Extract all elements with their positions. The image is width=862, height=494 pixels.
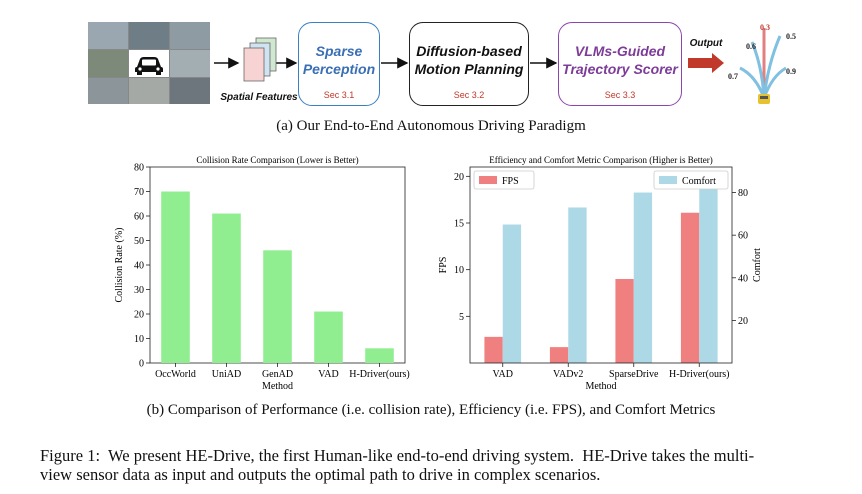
chart1-title: Collision Rate Comparison (Lower is Bett… <box>196 155 358 165</box>
chart2-fps-bar-0 <box>484 336 503 363</box>
chart1-ytick-label-6: 60 <box>134 212 144 223</box>
trajectory-fan-icon <box>739 28 787 104</box>
chart2-legend-fps-label: FPS <box>502 176 519 187</box>
score-right-lower: 0.9 <box>786 67 796 76</box>
trajectory-scorer-section: Sec 3.3 <box>604 90 636 100</box>
efficiency-comfort-chart: Efficiency and Comfort Metric Comparison… <box>438 155 763 392</box>
chart2-legend-comfort-box <box>653 170 729 190</box>
sparse-perception-line2: Perception <box>302 61 376 77</box>
chart1-ytick-label-3: 30 <box>134 285 144 296</box>
feature-stack-icon <box>243 37 277 82</box>
chart1-xtick-label-3: VAD <box>318 369 338 380</box>
chart1-bar-1 <box>212 213 241 363</box>
chart2-comfort-bar-1 <box>568 207 587 363</box>
collision-rate-chart: Collision Rate Comparison (Lower is Bett… <box>114 155 410 392</box>
chart2-comfort-bar-2 <box>633 192 653 363</box>
chart2-ytick-right-label-3: 80 <box>738 188 748 199</box>
motion-planning-line1: Diffusion-based <box>416 43 522 59</box>
chart2-xtick-label-3: H-Driver(ours) <box>669 369 730 380</box>
output-arrow-icon <box>688 53 724 73</box>
sparse-perception-line1: Sparse <box>315 43 363 59</box>
sparse-perception-section: Sec 3.1 <box>323 90 355 100</box>
chart2-ytick-right-label-1: 40 <box>738 273 748 284</box>
score-center: 0.3 <box>760 23 770 32</box>
chart2-ytick-left-label-0: 5 <box>459 312 464 323</box>
chart1-ylabel: Collision Rate (%) <box>114 228 125 303</box>
chart1-ytick-label-8: 80 <box>134 163 144 174</box>
chart2-legend-comfort-label: Comfort <box>682 176 716 187</box>
chart1-xtick-label-1: UniAD <box>212 369 241 380</box>
camera-views-image <box>88 22 210 104</box>
caption-a: (a) Our End-to-End Autonomous Driving Pa… <box>276 118 586 134</box>
chart2-legend-fps-swatch <box>479 176 497 184</box>
chart2-comfort-bar-3 <box>699 181 718 363</box>
motion-planning-box: Diffusion-based Motion Planning Sec 3.2 <box>409 22 529 106</box>
chart2-ytick-left-label-1: 10 <box>454 265 464 276</box>
chart2-ytick-right-label-0: 20 <box>738 316 748 327</box>
chart1-ytick-label-7: 70 <box>134 187 144 198</box>
chart2-legend-fps-box <box>473 170 535 190</box>
trajectory-scorer-line2: Trajectory Scorer <box>562 61 678 77</box>
chart1-bar-2 <box>263 250 292 363</box>
chart1-ytick-label-4: 40 <box>134 261 144 272</box>
spatial-features-label: Spatial Features <box>220 92 298 103</box>
figure-caption-line1: Figure 1: We present HE-Drive, the first… <box>40 446 755 465</box>
trajectory-scores: 0.3 0.6 0.5 0.7 0.9 <box>728 23 796 81</box>
trajectory-scorer-box: VLMs-Guided Trajectory Scorer Sec 3.3 <box>558 22 682 106</box>
chart1-bar-3 <box>314 311 343 363</box>
chart1-ytick-label-0: 0 <box>139 359 144 370</box>
chart1-ytick-label-5: 50 <box>134 236 144 247</box>
chart2-ylabel-right: Comfort <box>752 248 763 282</box>
chart2-ytick-left-label-3: 20 <box>454 172 464 183</box>
pipeline-connectors <box>214 37 724 82</box>
chart2-comfort-bar-0 <box>502 224 522 363</box>
chart1-xtick-label-0: OccWorld <box>155 369 196 380</box>
output-label: Output <box>689 38 723 49</box>
chart2-fps-bar-3 <box>680 212 700 363</box>
score-left-upper: 0.6 <box>746 42 756 51</box>
chart2-xtick-label-2: SparseDrive <box>609 369 659 380</box>
trajectory-scorer-line1: VLMs-Guided <box>574 43 666 59</box>
chart2-legend-comfort-swatch <box>659 176 677 184</box>
chart2-xtick-label-1: VADv2 <box>553 369 583 380</box>
chart1-xtick-label-4: H-Driver(ours) <box>349 369 410 380</box>
figure-caption-line2: view sensor data as input and outputs th… <box>40 465 601 484</box>
chart2-ylabel-left: FPS <box>438 257 449 274</box>
chart1-xtick-label-2: GenAD <box>262 369 293 380</box>
chart1-ytick-label-2: 20 <box>134 310 144 321</box>
chart2-ytick-right-label-2: 60 <box>738 231 748 242</box>
motion-planning-line2: Motion Planning <box>414 61 524 77</box>
chart1-ytick-label-1: 10 <box>134 334 144 345</box>
sparse-perception-box: Sparse Perception Sec 3.1 <box>298 22 380 106</box>
chart1-bar-0 <box>161 191 190 363</box>
chart2-title: Efficiency and Comfort Metric Comparison… <box>489 155 713 165</box>
car-icon <box>129 50 169 77</box>
chart2-fps-bar-2 <box>615 279 634 363</box>
caption-b: (b) Comparison of Performance (i.e. coll… <box>146 402 716 418</box>
chart2-xtick-label-0: VAD <box>493 369 513 380</box>
chart2-fps-bar-1 <box>549 347 569 363</box>
score-right-upper: 0.5 <box>786 32 796 41</box>
chart2-ytick-left-label-2: 15 <box>454 219 464 230</box>
chart2-frame <box>469 166 733 364</box>
score-left-lower: 0.7 <box>728 72 738 81</box>
chart1-xlabel: Method <box>262 381 293 392</box>
chart1-bar-4 <box>365 348 394 363</box>
motion-planning-section: Sec 3.2 <box>453 90 485 100</box>
chart2-xlabel: Method <box>585 381 616 392</box>
figure-caption: Figure 1: We present HE-Drive, the first… <box>40 446 840 484</box>
